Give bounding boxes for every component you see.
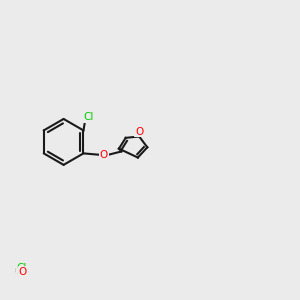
- Text: O: O: [18, 267, 26, 277]
- Text: Cl: Cl: [84, 112, 94, 122]
- Text: O: O: [135, 127, 143, 136]
- Text: Cl: Cl: [16, 263, 26, 273]
- Text: O: O: [100, 150, 108, 160]
